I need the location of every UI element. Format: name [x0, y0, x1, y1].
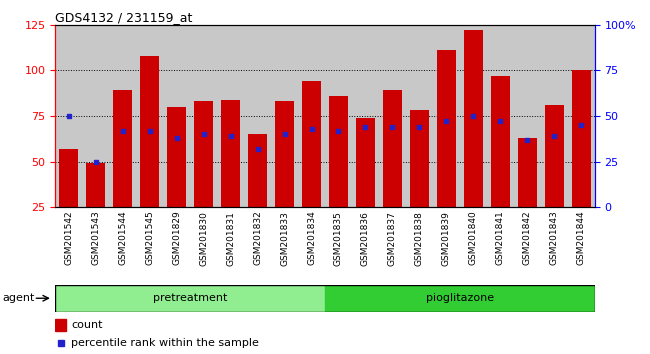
Text: GSM201840: GSM201840	[469, 211, 478, 266]
Bar	[518, 138, 537, 207]
Bar	[248, 134, 267, 207]
Text: GSM201829: GSM201829	[172, 211, 181, 266]
Text: GSM201542: GSM201542	[64, 211, 73, 265]
Bar	[221, 99, 240, 207]
Text: GSM201842: GSM201842	[523, 211, 532, 265]
Bar	[437, 50, 456, 207]
Bar	[167, 107, 186, 207]
Text: GSM201834: GSM201834	[307, 211, 316, 266]
Bar	[491, 76, 510, 207]
Bar	[325, 285, 595, 312]
Bar	[464, 30, 483, 207]
Bar	[190, 25, 217, 207]
Text: GSM201837: GSM201837	[388, 211, 397, 266]
Text: GDS4132 / 231159_at: GDS4132 / 231159_at	[55, 11, 192, 24]
Text: GSM201839: GSM201839	[442, 211, 451, 266]
Bar	[163, 25, 190, 207]
Bar	[194, 101, 213, 207]
Bar	[383, 90, 402, 207]
Bar	[86, 163, 105, 207]
Bar	[302, 81, 321, 207]
Bar	[325, 25, 352, 207]
Bar	[59, 149, 78, 207]
Text: pioglitazone: pioglitazone	[426, 293, 494, 303]
Text: pretreatment: pretreatment	[153, 293, 228, 303]
Bar	[55, 285, 325, 312]
Bar	[82, 25, 109, 207]
Bar	[514, 25, 541, 207]
Text: GSM201843: GSM201843	[550, 211, 559, 266]
Text: GSM201838: GSM201838	[415, 211, 424, 266]
Text: GSM201830: GSM201830	[199, 211, 208, 266]
Bar	[356, 118, 375, 207]
Text: percentile rank within the sample: percentile rank within the sample	[72, 338, 259, 348]
Text: GSM201831: GSM201831	[226, 211, 235, 266]
Bar	[410, 110, 429, 207]
Bar	[433, 25, 460, 207]
Bar	[217, 25, 244, 207]
Text: GSM201836: GSM201836	[361, 211, 370, 266]
Bar	[55, 25, 83, 207]
Bar	[329, 96, 348, 207]
Bar	[55, 319, 66, 331]
Text: agent: agent	[2, 293, 34, 303]
Bar	[379, 25, 406, 207]
Bar	[140, 56, 159, 207]
Bar	[136, 25, 163, 207]
Bar	[572, 70, 591, 207]
Bar	[541, 25, 568, 207]
Text: GSM201543: GSM201543	[91, 211, 100, 266]
Text: GSM201545: GSM201545	[145, 211, 154, 266]
Bar	[460, 25, 487, 207]
Bar	[271, 25, 298, 207]
Text: GSM201833: GSM201833	[280, 211, 289, 266]
Text: GSM201841: GSM201841	[496, 211, 505, 266]
Bar	[545, 105, 564, 207]
Bar	[298, 25, 325, 207]
Bar	[109, 25, 136, 207]
Bar	[487, 25, 514, 207]
Bar	[275, 101, 294, 207]
Bar	[113, 90, 132, 207]
Bar	[244, 25, 271, 207]
Text: GSM201832: GSM201832	[253, 211, 262, 266]
Text: GSM201544: GSM201544	[118, 211, 127, 265]
Bar	[406, 25, 433, 207]
Bar	[568, 25, 595, 207]
Text: count: count	[72, 320, 103, 330]
Text: GSM201835: GSM201835	[334, 211, 343, 266]
Bar	[352, 25, 379, 207]
Text: GSM201844: GSM201844	[577, 211, 586, 265]
